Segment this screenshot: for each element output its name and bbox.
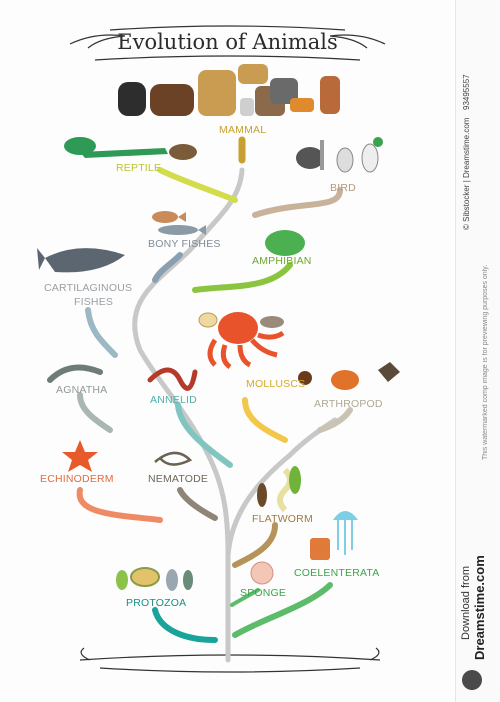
branch-arthropod bbox=[317, 407, 353, 433]
branch-nematode bbox=[177, 487, 218, 521]
branch-protozoa bbox=[152, 607, 218, 643]
poster: Evolution of Animals bbox=[37, 25, 400, 673]
molluscs-illustration bbox=[198, 312, 285, 370]
frog-illustration bbox=[265, 230, 305, 256]
branch-agnatha bbox=[77, 392, 113, 433]
page-title: Evolution of Animals bbox=[117, 30, 338, 54]
label-protozoa: PROTOZOA bbox=[126, 597, 187, 609]
label-cartilaginous-fishes: FISHES bbox=[74, 296, 114, 308]
label-amphibian: AMPHIBIAN bbox=[252, 255, 312, 267]
label-bird: BIRD bbox=[330, 182, 356, 194]
image-id: 93495557 bbox=[462, 74, 471, 110]
label-bony-fishes: BONY FISHES bbox=[148, 238, 221, 250]
watermark-sidebar: 93495557 © Sibstocker | Dreamstime.com T… bbox=[455, 0, 500, 702]
branch-reptile bbox=[157, 167, 238, 203]
label-molluscs: MOLLUSCS bbox=[246, 378, 306, 390]
label-agnatha: AGNATHA bbox=[56, 384, 108, 396]
label-flatworm: FLATWORM bbox=[252, 513, 313, 525]
birds-illustration bbox=[296, 137, 383, 173]
jellyfish-illustration bbox=[310, 511, 358, 560]
bony-fishes-illustration bbox=[152, 211, 206, 235]
branch-amphibian bbox=[192, 262, 293, 293]
agnatha-illustration bbox=[47, 364, 103, 383]
branch-sponge bbox=[230, 588, 260, 607]
branch-molluscs bbox=[242, 397, 288, 443]
flatworm-illustration bbox=[257, 466, 301, 513]
dreamstime-logo-icon bbox=[462, 670, 482, 690]
label-arthropod: ARTHROPOD bbox=[314, 398, 383, 410]
branch-echinoderm bbox=[76, 487, 163, 523]
label-mammal: MAMMAL bbox=[219, 124, 267, 136]
author-credit: © Sibstocker | Dreamstime.com bbox=[462, 117, 471, 230]
label-reptile: REPTILE bbox=[116, 162, 162, 174]
label-annelid: ANNELID bbox=[150, 394, 197, 406]
evolution-tree bbox=[37, 25, 400, 673]
title-flourish bbox=[69, 25, 386, 61]
download-text: Download from bbox=[460, 566, 472, 640]
arthropod-illustration bbox=[298, 362, 400, 390]
starfish-illustration bbox=[62, 440, 98, 472]
label-echinoderm: ECHINODERM bbox=[40, 473, 114, 485]
branch-bony-fishes bbox=[152, 252, 183, 283]
mammals-illustration bbox=[118, 64, 340, 116]
branch-bird bbox=[252, 187, 343, 218]
watermark-disclaimer: This watermarked comp image is for previ… bbox=[482, 264, 489, 460]
branch-annelid bbox=[175, 402, 233, 468]
branch-flatworm bbox=[232, 522, 278, 568]
annelid-illustration bbox=[147, 367, 198, 391]
label-cartilaginous: CARTILAGINOUS bbox=[44, 282, 133, 294]
sponge-illustration bbox=[250, 561, 274, 585]
site-name: Dreamstime.com bbox=[472, 555, 487, 660]
label-sponge: SPONGE bbox=[240, 587, 287, 599]
reptiles-illustration bbox=[64, 137, 197, 160]
shark-illustration bbox=[37, 248, 125, 273]
protozoa-illustration bbox=[116, 567, 193, 591]
nematode-illustration bbox=[154, 451, 193, 466]
label-nematode: NEMATODE bbox=[148, 473, 209, 485]
branch-coelenterata bbox=[232, 582, 333, 638]
branch-cartilaginous bbox=[85, 307, 118, 358]
label-coelenterata: COELENTERATA bbox=[294, 567, 380, 579]
